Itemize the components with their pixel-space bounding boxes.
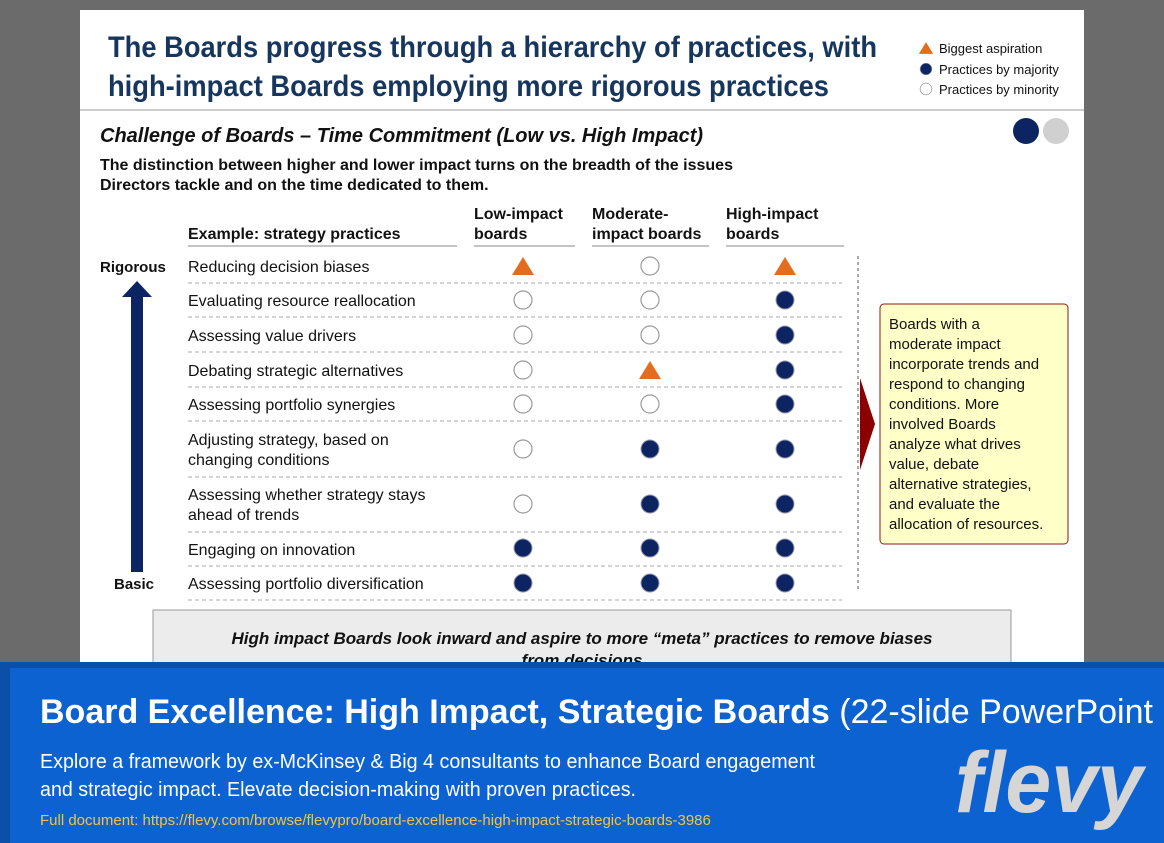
row-label: Reducing decision biases: [188, 259, 369, 276]
callout-line: alternative strategies,: [889, 476, 1032, 493]
legend-icon: [919, 82, 933, 96]
legend-label: Practices by majority: [939, 62, 1059, 77]
table: Example: strategy practices Low-impact b…: [188, 206, 844, 601]
banner-link[interactable]: Full document: https://flevy.com/browse/…: [40, 812, 711, 829]
axis-bottom: Basic: [114, 576, 154, 593]
icon: [775, 394, 795, 414]
row-label: Assessing whether strategy stays: [188, 487, 425, 504]
row-label: Assessing value drivers: [188, 328, 356, 345]
callout-line: conditions. More: [889, 396, 999, 413]
header: impact boards: [592, 226, 701, 243]
callout-line: Boards with a: [889, 316, 981, 333]
icon: [775, 494, 795, 514]
callout-line: analyze what drives: [889, 436, 1021, 453]
icon: [513, 439, 533, 459]
icon: [640, 439, 660, 459]
legend-label: Practices by minority: [939, 82, 1059, 97]
icon: [640, 538, 660, 558]
banner-edge: [0, 662, 10, 843]
row-label: Assessing portfolio diversification: [188, 576, 424, 593]
separators: [188, 282, 842, 601]
icon: [513, 538, 533, 558]
intro-line: The distinction between higher and lower…: [100, 157, 733, 174]
subtitle: Challenge of Boards – Time Commitment (L…: [100, 125, 703, 147]
icon: [640, 573, 660, 593]
callout-line: involved Boards: [889, 416, 996, 433]
banner-edge: [0, 662, 1164, 668]
icon: [640, 256, 660, 276]
icon: [775, 360, 795, 380]
icon: [775, 325, 795, 345]
icon: [775, 439, 795, 459]
callout-line: respond to changing: [889, 376, 1025, 393]
axis-top: Rigorous: [100, 259, 166, 276]
row-label: Assessing portfolio synergies: [188, 397, 395, 414]
header: High-impact: [726, 206, 819, 223]
row-label: Debating strategic alternatives: [188, 363, 403, 380]
icon: [513, 394, 533, 414]
callout-line: and evaluate the: [889, 496, 1000, 513]
row-label: Adjusting strategy, based on: [188, 432, 389, 449]
banner-title-main: Board Excellence: High Impact, Strategic…: [40, 693, 830, 731]
icon: [640, 494, 660, 514]
icon: [513, 573, 533, 593]
row-label: changing conditions: [188, 452, 329, 469]
header: Example: strategy practices: [188, 226, 401, 243]
row-label: Evaluating resource reallocation: [188, 293, 416, 310]
icon: [640, 394, 660, 414]
callout-line: incorporate trends and: [889, 356, 1039, 373]
icon: [775, 290, 795, 310]
arrow: [122, 281, 152, 572]
title-line: The Boards progress through a hierarchy …: [108, 31, 877, 64]
pointer: [860, 378, 875, 470]
header: boards: [474, 226, 527, 243]
icon: [775, 573, 795, 593]
callout: [879, 303, 1069, 545]
intro-line: Directors tackle and on the time dedicat…: [100, 177, 489, 194]
banner: [0, 662, 1164, 843]
icon: [513, 494, 533, 514]
banner-description: Explore a framework by ex-McKinsey & Big…: [40, 751, 815, 773]
icon: [513, 290, 533, 310]
header: Moderate-: [592, 206, 668, 223]
legend-icon: [919, 62, 933, 76]
icon: [513, 360, 533, 380]
callout-line: allocation of resources.: [889, 516, 1043, 533]
row-label: Engaging on innovation: [188, 542, 355, 559]
title-line: high-impact Boards employing more rigoro…: [108, 70, 829, 103]
callout-line: moderate impact: [889, 336, 1002, 353]
icon: [513, 325, 533, 345]
row-label: ahead of trends: [188, 507, 299, 524]
icon: [640, 325, 660, 345]
banner-title-suffix: (22-slide PowerPoint: [839, 693, 1153, 731]
banner-description: and strategic impact. Elevate decision-m…: [40, 779, 636, 801]
icon: [640, 290, 660, 310]
header: boards: [726, 226, 779, 243]
takeaway: High impact Boards look inward and aspir…: [232, 629, 933, 648]
brand-logo: flevy: [955, 735, 1147, 831]
page-dot: [1043, 118, 1069, 144]
header: Low-impact: [474, 206, 564, 223]
callout-line: value, debate: [889, 456, 979, 473]
page-dot: [1013, 118, 1039, 144]
icon: [775, 538, 795, 558]
legend-label: Biggest aspiration: [939, 41, 1042, 56]
callout-text: Boards with a moderate impact incorporat…: [889, 316, 1043, 533]
banner-title: Board Excellence: High Impact, Strategic…: [40, 693, 1154, 731]
